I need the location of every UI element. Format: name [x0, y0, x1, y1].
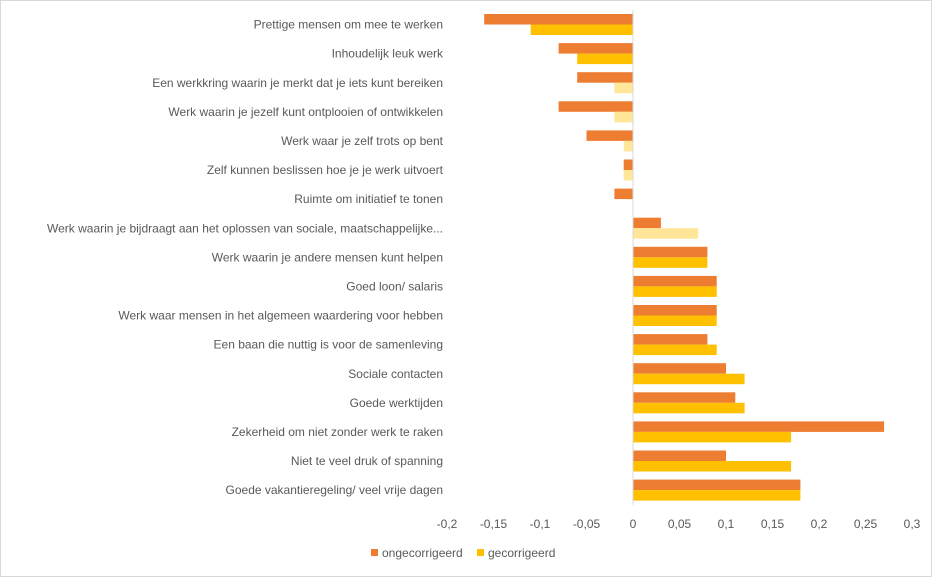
- bar-gecorrigeerd: [633, 461, 792, 472]
- x-tick-label: 0,2: [811, 517, 828, 531]
- bar-ongecorrigeerd: [633, 217, 661, 229]
- bar-ongecorrigeerd: [614, 188, 633, 200]
- x-tick-label: -0,1: [530, 517, 551, 531]
- bar-gecorrigeerd: [633, 373, 745, 385]
- category-label: Goed loon/ salaris: [346, 279, 443, 293]
- category-label: Werk waarin je andere mensen kunt helpen: [212, 250, 443, 264]
- bar-gecorrigeerd: [633, 344, 717, 356]
- legend-swatch-gecorrigeerd: [477, 549, 484, 556]
- bar-ongecorrigeerd: [633, 421, 885, 432]
- bar-gecorrigeerd: [633, 431, 792, 443]
- category-label: Prettige mensen om mee te werken: [254, 18, 443, 32]
- bar-gecorrigeerd: [633, 257, 708, 268]
- bar-ongecorrigeerd: [633, 275, 717, 287]
- bar-ongecorrigeerd: [633, 305, 717, 316]
- legend-label: gecorrigeerd: [488, 546, 555, 560]
- bar-ongecorrigeerd: [633, 246, 708, 258]
- bar-gecorrigeerd: [530, 24, 633, 35]
- x-tick-label: 0,15: [761, 517, 785, 531]
- bar-gecorrigeerd: [614, 82, 633, 94]
- bar-ongecorrigeerd: [586, 130, 633, 141]
- category-label: Niet te veel druk of spanning: [291, 454, 443, 468]
- bar-gecorrigeerd: [623, 140, 633, 152]
- category-label: Zekerheid om niet zonder werk te raken: [232, 425, 443, 439]
- bar-ongecorrigeerd: [633, 334, 708, 345]
- bar-ongecorrigeerd: [558, 43, 633, 54]
- bar-gecorrigeerd: [577, 53, 633, 65]
- bar-gecorrigeerd: [623, 170, 633, 181]
- bar-gecorrigeerd: [633, 315, 717, 326]
- category-label: Werk waar je zelf trots op bent: [281, 134, 444, 148]
- bar-ongecorrigeerd: [623, 159, 633, 170]
- bar-gecorrigeerd: [633, 402, 745, 414]
- category-label: Zelf kunnen beslissen hoe je je werk uit…: [207, 163, 444, 177]
- legend-label: ongecorrigeerd: [382, 546, 463, 560]
- category-label: Ruimte om initiatief te tonen: [294, 192, 443, 206]
- bar-gecorrigeerd: [633, 228, 699, 239]
- category-label: Werk waarin je bijdraagt aan het oplosse…: [47, 221, 443, 235]
- bar-ongecorrigeerd: [577, 72, 633, 83]
- bar-ongecorrigeerd: [633, 450, 726, 461]
- bar-ongecorrigeerd: [633, 392, 736, 403]
- bar-ongecorrigeerd: [484, 14, 633, 25]
- x-tick-label: -0,2: [437, 517, 458, 531]
- x-tick-label: 0,05: [668, 517, 692, 531]
- x-tick-label: 0,25: [854, 517, 878, 531]
- x-tick-label: -0,05: [573, 517, 601, 531]
- category-label: Werk waarin je jezelf kunt ontplooien of…: [168, 105, 443, 119]
- category-label: Sociale contacten: [348, 367, 443, 381]
- bar-gecorrigeerd: [633, 490, 801, 501]
- bar-gecorrigeerd: [614, 111, 633, 123]
- bar-ongecorrigeerd: [633, 479, 801, 491]
- x-tick-label: 0: [630, 517, 637, 531]
- x-tick-label: 0,3: [904, 517, 921, 531]
- category-label: Een werkkring waarin je merkt dat je iet…: [152, 76, 443, 90]
- bar-gecorrigeerd: [633, 286, 717, 297]
- bar-ongecorrigeerd: [558, 101, 633, 112]
- category-label: Een baan die nuttig is voor de samenlevi…: [214, 338, 443, 352]
- category-label: Goede vakantieregeling/ veel vrije dagen: [226, 483, 443, 497]
- category-label: Werk waar mensen in het algemeen waarder…: [118, 309, 443, 323]
- category-label: Inhoudelijk leuk werk: [332, 47, 444, 61]
- x-tick-label: 0,1: [718, 517, 735, 531]
- x-tick-label: -0,15: [480, 517, 508, 531]
- bar-ongecorrigeerd: [633, 363, 726, 374]
- category-label: Goede werktijden: [350, 396, 443, 410]
- legend-swatch-ongecorrigeerd: [371, 549, 378, 556]
